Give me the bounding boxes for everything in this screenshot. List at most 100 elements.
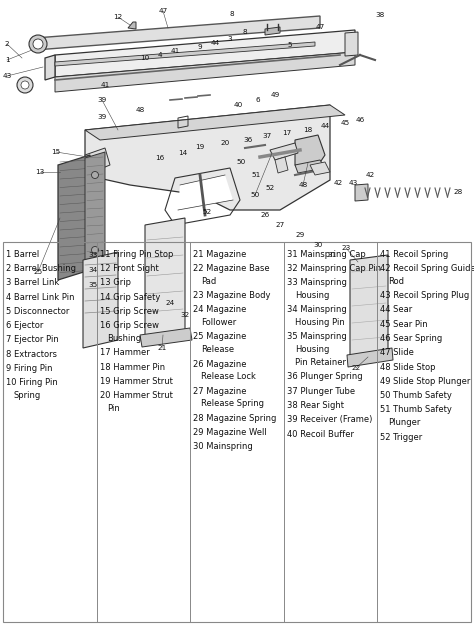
Text: 48 Slide Stop: 48 Slide Stop [381,362,436,372]
Text: 30: 30 [313,242,323,248]
Text: 16: 16 [155,155,164,161]
Text: 22 Magazine Base: 22 Magazine Base [193,264,270,273]
Text: 14 Grip Safety: 14 Grip Safety [100,292,160,302]
Text: 25 Magazine: 25 Magazine [193,332,246,341]
Text: 2: 2 [5,41,9,47]
Text: 5: 5 [288,42,292,48]
Text: 38: 38 [375,12,384,18]
Text: 48: 48 [136,107,145,113]
Text: Release Lock: Release Lock [201,372,256,381]
Text: 6 Ejector: 6 Ejector [6,321,44,330]
Text: Bushing: Bushing [108,334,142,343]
Text: 11 Firing Pin Stop: 11 Firing Pin Stop [100,250,173,259]
Text: 36 Plunger Spring: 36 Plunger Spring [287,372,363,381]
Text: 30 Mainspring: 30 Mainspring [193,443,253,451]
Polygon shape [45,55,55,80]
Text: 47: 47 [315,24,325,30]
Bar [0,0,474,242]
Text: 43: 43 [2,73,12,79]
Text: 4: 4 [158,52,162,58]
Polygon shape [275,157,288,173]
Polygon shape [345,32,358,56]
Text: 24 Magazine: 24 Magazine [193,305,246,314]
Text: 27 Magazine: 27 Magazine [193,387,246,396]
Circle shape [17,77,33,93]
Text: 23 Magazine Body: 23 Magazine Body [193,291,271,300]
Text: 52: 52 [265,185,274,191]
Text: Follower: Follower [201,318,237,327]
Text: 1: 1 [5,57,9,63]
Text: 52: 52 [202,209,211,215]
Text: 29 Magazine Well: 29 Magazine Well [193,428,267,437]
Text: 46: 46 [356,117,365,123]
Polygon shape [270,143,298,160]
Polygon shape [55,30,355,77]
Text: 17 Hammer: 17 Hammer [100,348,149,357]
Circle shape [33,39,43,49]
Text: 19: 19 [195,144,205,150]
Text: 24: 24 [165,300,174,306]
Polygon shape [310,162,330,175]
Polygon shape [83,252,118,348]
Text: 47 Slide: 47 Slide [381,348,414,357]
Text: 51 Thumb Safety: 51 Thumb Safety [381,406,452,414]
Text: 42: 42 [333,180,343,186]
Text: 31: 31 [328,252,337,258]
Polygon shape [355,184,368,201]
Polygon shape [85,152,105,268]
Text: 25: 25 [33,269,43,275]
Text: 14: 14 [178,150,188,156]
Text: 37: 37 [263,133,272,139]
Text: 32: 32 [181,312,190,318]
Text: 44: 44 [210,40,219,46]
Text: 50 Thumb Safety: 50 Thumb Safety [381,391,452,400]
Text: 13 Grip: 13 Grip [100,278,131,287]
Text: Pin Retainer: Pin Retainer [295,358,346,367]
Text: 17: 17 [283,130,292,136]
Text: 35 Mainspring: 35 Mainspring [287,332,346,341]
Polygon shape [347,348,393,367]
Text: 18: 18 [303,127,313,133]
Text: 49 Slide Stop Plunger: 49 Slide Stop Plunger [381,377,471,386]
Text: 7 Ejector Pin: 7 Ejector Pin [6,336,59,344]
Text: 45 Sear Pin: 45 Sear Pin [381,320,428,329]
Text: 5 Disconnector: 5 Disconnector [6,307,69,316]
Polygon shape [350,255,388,360]
Text: 47: 47 [158,8,168,14]
Text: Housing: Housing [295,291,329,300]
Text: 21: 21 [157,345,167,351]
Polygon shape [55,42,315,66]
Text: 31 Mainspring Cap: 31 Mainspring Cap [287,250,365,259]
Text: 8 Extractors: 8 Extractors [6,350,57,359]
Text: 16 Grip Screw: 16 Grip Screw [100,321,159,330]
Text: 44: 44 [320,123,329,129]
Polygon shape [295,160,325,173]
Text: 34: 34 [88,267,98,273]
Text: 37 Plunger Tube: 37 Plunger Tube [287,387,355,396]
Text: 26: 26 [260,212,270,218]
Text: 20: 20 [220,140,229,146]
Text: 42 Recoil Spring Guide: 42 Recoil Spring Guide [381,264,474,273]
Text: 45: 45 [340,120,350,126]
Text: Pad: Pad [201,277,217,285]
Text: Spring: Spring [14,391,41,400]
Text: 9: 9 [198,44,202,50]
Text: 41: 41 [170,48,180,54]
Polygon shape [85,105,330,210]
Text: 46 Sear Spring: 46 Sear Spring [381,334,443,343]
Bar [3,242,471,622]
Text: 18 Hammer Pin: 18 Hammer Pin [100,362,165,372]
Text: 51: 51 [251,172,261,178]
Text: Pin: Pin [108,404,120,413]
Text: 22: 22 [351,365,361,371]
Circle shape [21,81,29,89]
Polygon shape [35,16,320,50]
Text: 43: 43 [348,180,357,186]
Text: 12: 12 [113,14,123,20]
Text: 43 Recoil Spring Plug: 43 Recoil Spring Plug [381,291,470,300]
Polygon shape [55,52,355,92]
Circle shape [91,172,99,178]
Polygon shape [295,135,325,170]
Text: 1 Barrel: 1 Barrel [6,250,39,259]
Text: 40: 40 [233,102,243,108]
